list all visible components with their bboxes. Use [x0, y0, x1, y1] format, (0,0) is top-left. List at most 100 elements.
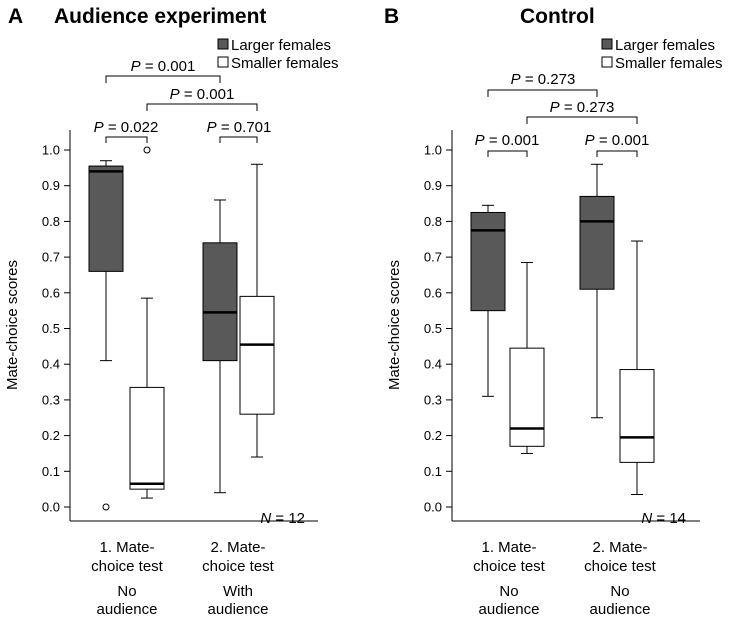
iqr-box: [129, 386, 165, 490]
panel-a-legend-label-larger: Larger females: [231, 37, 331, 54]
panel-a-category-1-line4: audience: [97, 601, 158, 618]
panel-a-y-ticks: 0.0 0.1 0.2 0.3 0.4 0.5 0.6 0.7 0.8 0.9 1.0: [42, 143, 70, 515]
panel-b-comparison-1: P = 0.273: [487, 71, 598, 97]
panel-b-y-ticks: 0.0 0.1 0.2 0.3 0.4 0.5 0.6 0.7 0.8 0.9 1.0: [424, 143, 452, 515]
panel-a-legend-swatch-smaller: [217, 56, 229, 68]
panel-a-category-1-line2: choice test: [91, 558, 164, 575]
panel-a-y-tick-label: 0.2: [42, 428, 60, 443]
panel-a-legend: Larger females Smaller females: [217, 37, 339, 72]
panel-b-y-tick-label: 0.2: [424, 428, 442, 443]
panel-b-boxes: [470, 163, 655, 496]
panel-a-category-2: 2. Mate- choice test With audience: [202, 539, 275, 618]
panel-b-category-2-line1: 2. Mate-: [592, 539, 647, 556]
panel-b-pvalue-1: P = 0.273: [511, 71, 576, 88]
panel-b-y-tick-label: 0.0: [424, 500, 442, 515]
panel-a-box-larger-test-1: [88, 160, 124, 511]
panel-a-category-1-line1: 1. Mate-: [99, 539, 154, 556]
panel-a-y-tick-label: 0.5: [42, 321, 60, 336]
panel-a-bracket-4: [219, 136, 258, 143]
iqr-box: [88, 165, 124, 272]
panel-b-legend-label-smaller: Smaller females: [615, 55, 723, 72]
panel-a-category-1-line3: No: [117, 583, 136, 600]
panel-a-y-tick-label: 1.0: [42, 143, 60, 158]
panel-b-bracket-1: [487, 89, 598, 97]
panel-a-bracket-1: [105, 75, 221, 83]
panel-b-y-tick-label: 0.1: [424, 464, 442, 479]
panel-b-category-1-line3: No: [499, 583, 518, 600]
panel-b-y-tick-label: 0.5: [424, 321, 442, 336]
panel-b-box-larger-test-2: [579, 163, 615, 419]
panel-b-bracket-4: [596, 150, 638, 157]
panel-b-legend: Larger females Smaller females: [601, 37, 723, 72]
panel-a-y-tick-label: 0.9: [42, 178, 60, 193]
panel-b-y-tick-label: 0.7: [424, 250, 442, 265]
panel-a-comparison-2: P = 0.001: [146, 86, 258, 111]
panel-a-category-2-line2: choice test: [202, 558, 275, 575]
panel-a-bracket-3: [105, 136, 148, 143]
panel-b-letter: B: [384, 5, 399, 28]
panel-b-pvalue-3: P = 0.001: [475, 132, 540, 149]
panel-a-letter: A: [8, 5, 23, 28]
panel-a-category-2-line3: With: [223, 583, 253, 600]
panel-b-title: Control: [520, 5, 595, 28]
panel-b-category-1-line1: 1. Mate-: [481, 539, 536, 556]
panel-b-y-axis-label: Mate-choice scores: [386, 260, 403, 390]
panel-a-y-tick-label: 0.7: [42, 250, 60, 265]
panel-a-sample-size: N = 12: [260, 510, 305, 527]
panel-a-category-2-line1: 2. Mate-: [210, 539, 265, 556]
panel-b-box-smaller-test-1: [509, 261, 545, 454]
panel-b: B Control Larger females Smaller females…: [384, 5, 723, 618]
panel-a-bracket-2: [146, 103, 258, 111]
panel-a-comparison-1: P = 0.001: [105, 58, 221, 83]
panel-a-pvalue-3: P = 0.022: [94, 119, 159, 136]
panel-b-legend-swatch-smaller: [601, 56, 613, 68]
panel-b-category-1: 1. Mate- choice test No audience: [473, 539, 546, 618]
panel-a-box-larger-test-2: [202, 199, 238, 494]
panel-b-legend-swatch-larger: [601, 38, 613, 50]
panel-a-legend-label-smaller: Smaller females: [231, 55, 339, 72]
iqr-box: [509, 347, 545, 447]
panel-b-comparison-2: P = 0.273: [526, 99, 638, 124]
panel-a-y-tick-label: 0.0: [42, 500, 60, 515]
panel-b-category-2-line2: choice test: [584, 558, 657, 575]
panel-a-y-tick-label: 0.8: [42, 214, 60, 229]
iqr-box: [619, 369, 655, 463]
outlier-point: [102, 503, 110, 511]
iqr-box: [202, 242, 238, 362]
panel-a: A Audience experiment Larger females Sma…: [4, 5, 339, 618]
iqr-box: [470, 211, 506, 312]
panel-a-box-smaller-test-2: [239, 163, 275, 458]
panel-b-comparison-3: P = 0.001: [475, 132, 540, 157]
panel-a-legend-swatch-larger: [217, 38, 229, 50]
panel-b-y-tick-label: 0.9: [424, 178, 442, 193]
panel-a-comparison-3: P = 0.022: [94, 119, 159, 143]
panel-a-y-tick-label: 0.3: [42, 392, 60, 407]
panel-b-y-tick-label: 0.3: [424, 392, 442, 407]
panel-a-y-axis-label: Mate-choice scores: [4, 260, 21, 390]
panel-a-pvalue-1: P = 0.001: [131, 58, 196, 75]
panel-b-bracket-3: [487, 150, 528, 157]
panel-b-category-2-line4: audience: [590, 601, 651, 618]
panel-b-box-smaller-test-2: [619, 240, 655, 496]
panel-a-category-1: 1. Mate- choice test No audience: [91, 539, 164, 618]
panel-b-y-tick-label: 0.6: [424, 285, 442, 300]
outlier-point: [143, 146, 151, 154]
panel-a-y-tick-label: 0.6: [42, 285, 60, 300]
panel-b-category-1-line2: choice test: [473, 558, 546, 575]
panel-b-y-tick-label: 0.4: [424, 357, 442, 372]
panel-b-pvalue-2: P = 0.273: [550, 99, 615, 116]
panel-b-category-1-line4: audience: [479, 601, 540, 618]
panel-b-legend-label-larger: Larger females: [615, 37, 715, 54]
panel-b-y-tick-label: 1.0: [424, 143, 442, 158]
panel-b-pvalue-4: P = 0.001: [585, 132, 650, 149]
panel-b-category-2: 2. Mate- choice test No audience: [584, 539, 657, 618]
panel-a-title: Audience experiment: [54, 5, 266, 28]
panel-b-comparison-4: P = 0.001: [585, 132, 650, 157]
panel-a-pvalue-2: P = 0.001: [170, 86, 235, 103]
panel-b-category-2-line3: No: [610, 583, 629, 600]
panel-a-category-2-line4: audience: [208, 601, 269, 618]
panel-b-bracket-2: [526, 116, 638, 124]
iqr-box: [579, 195, 615, 290]
panel-a-pvalue-4: P = 0.701: [207, 119, 272, 136]
